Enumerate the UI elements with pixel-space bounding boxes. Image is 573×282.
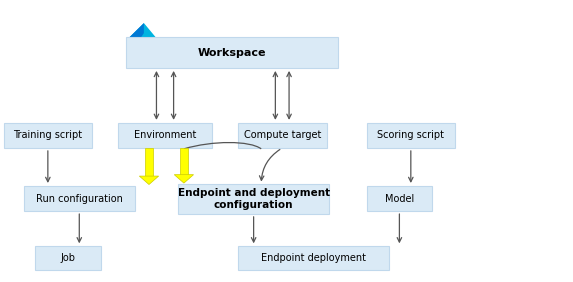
- FancyBboxPatch shape: [118, 123, 212, 148]
- Text: Job: Job: [60, 253, 76, 263]
- Text: Compute target: Compute target: [244, 130, 321, 140]
- Text: Run configuration: Run configuration: [36, 193, 123, 204]
- Polygon shape: [139, 176, 159, 184]
- FancyBboxPatch shape: [238, 246, 390, 270]
- Text: Model: Model: [384, 193, 414, 204]
- FancyBboxPatch shape: [238, 123, 327, 148]
- FancyBboxPatch shape: [35, 246, 101, 270]
- Text: Workspace: Workspace: [198, 48, 266, 58]
- Text: Environment: Environment: [134, 130, 196, 140]
- Bar: [180, 148, 187, 175]
- Polygon shape: [127, 23, 144, 40]
- FancyArrowPatch shape: [260, 149, 280, 180]
- Bar: [146, 148, 153, 176]
- Text: Scoring script: Scoring script: [378, 130, 444, 140]
- FancyBboxPatch shape: [367, 123, 455, 148]
- Text: Training script: Training script: [13, 130, 83, 140]
- Polygon shape: [127, 23, 158, 40]
- FancyBboxPatch shape: [3, 123, 92, 148]
- Polygon shape: [174, 175, 194, 183]
- FancyBboxPatch shape: [127, 37, 338, 68]
- FancyBboxPatch shape: [178, 184, 329, 214]
- Text: Endpoint deployment: Endpoint deployment: [261, 253, 366, 263]
- FancyBboxPatch shape: [367, 186, 432, 211]
- FancyBboxPatch shape: [23, 186, 135, 211]
- Text: Endpoint and deployment
configuration: Endpoint and deployment configuration: [178, 188, 329, 210]
